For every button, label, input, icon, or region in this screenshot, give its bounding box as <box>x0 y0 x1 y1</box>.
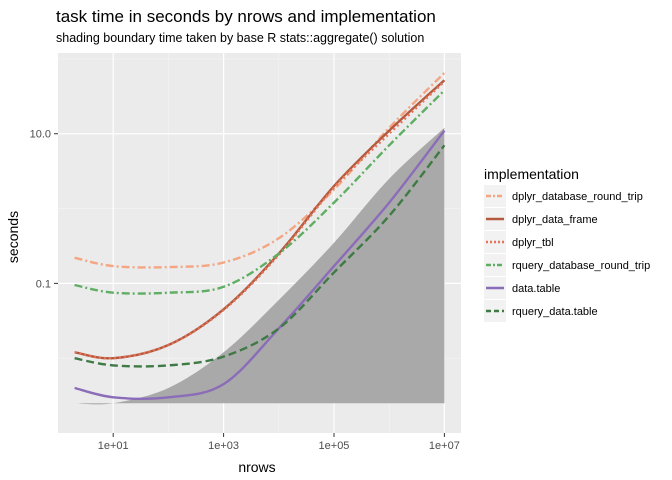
series-line-rquery-database-round-trip <box>74 89 446 295</box>
chart-title: task time in seconds by nrows and implem… <box>56 7 436 26</box>
x-tick-label: 1e+07 <box>429 440 460 452</box>
legend-label: rquery_data.table <box>512 306 598 318</box>
y-tick-label: 0.1 <box>36 278 51 290</box>
legend: implementation dplyr_database_round_trip… <box>484 166 650 322</box>
x-tick-label: 1e+03 <box>208 440 239 452</box>
legend-label: dplyr_data_frame <box>512 214 598 226</box>
y-axis-title: seconds <box>5 211 21 263</box>
x-tick-label: 1e+01 <box>98 440 129 452</box>
x-tick-label: 1e+05 <box>319 440 350 452</box>
x-axis-title: nrows <box>238 459 275 475</box>
legend-title: implementation <box>484 166 579 182</box>
series-line-rquery-data-table <box>74 144 446 368</box>
y-tick-label: 10.0 <box>30 129 51 141</box>
legend-label: rquery_database_round_trip <box>512 260 650 272</box>
series-line-dplyr-database-round-trip <box>74 72 446 269</box>
legend-label: dplyr_database_round_trip <box>512 191 643 203</box>
chart-subtitle: shading boundary time taken by base R st… <box>56 31 424 45</box>
baseline-shading <box>74 127 445 405</box>
series-line-dplyr-data-frame <box>74 79 446 360</box>
legend-label: dplyr_tbl <box>512 237 554 249</box>
series-line-data-table <box>74 129 446 400</box>
legend-label: data.table <box>512 283 560 295</box>
